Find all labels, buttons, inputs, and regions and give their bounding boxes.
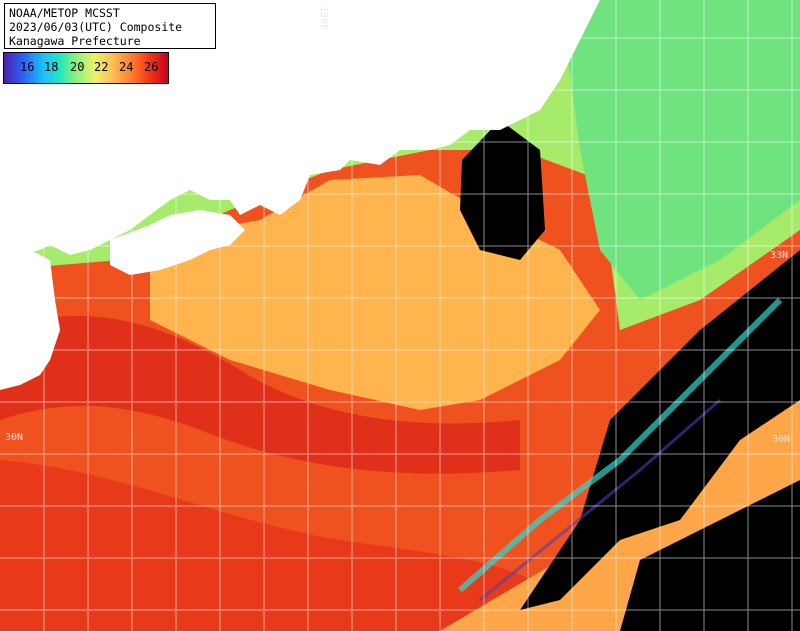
warm-water-south xyxy=(0,460,560,631)
legend-label-20: 20 xyxy=(70,60,85,74)
lat-label-30n-left: 30N xyxy=(5,432,24,443)
cloud-mask-izu xyxy=(460,120,545,260)
legend-label-16: 16 xyxy=(20,60,35,74)
legend-label-18: 18 xyxy=(44,60,59,74)
legend-color-bar xyxy=(4,53,168,83)
lat-label-33n-right: 33N xyxy=(770,250,789,261)
title-date: 2023/06/03(UTC) Composite xyxy=(9,20,183,34)
temperature-legend: 16 18 20 22 24 26 xyxy=(3,52,169,84)
legend-labels: 16 18 20 22 24 26 xyxy=(4,60,168,76)
lon-label-136e-top: 136E xyxy=(318,6,329,31)
title-box: NOAA/METOP MCSST 2023/06/03(UTC) Composi… xyxy=(4,3,216,49)
title-source: NOAA/METOP MCSST xyxy=(9,6,120,20)
cool-water-east xyxy=(560,0,800,300)
legend-label-22: 22 xyxy=(94,60,109,74)
cool-fringe xyxy=(458,297,783,593)
legend-label-24: 24 xyxy=(119,60,134,74)
title-region: Kanagawa Prefecture xyxy=(9,34,141,48)
legend-label-26: 26 xyxy=(144,60,159,74)
cold-fringe xyxy=(479,398,721,602)
kuroshio-current xyxy=(0,315,520,474)
land-shikoku xyxy=(110,210,245,275)
land-kyushu xyxy=(0,250,60,390)
lat-label-30n-right: 30N xyxy=(772,434,791,445)
cloud-mask-southeast xyxy=(620,480,800,631)
